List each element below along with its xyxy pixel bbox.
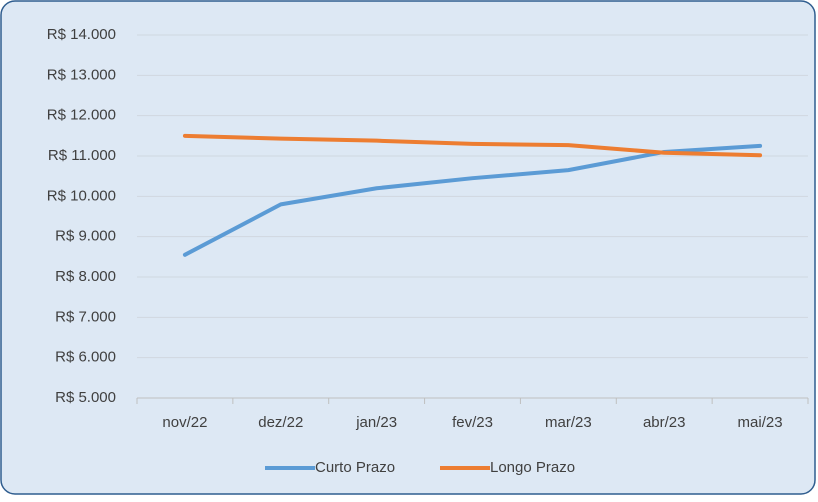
- x-tick-label: fev/23: [452, 414, 493, 431]
- y-tick-label: R$ 10.000: [47, 187, 116, 204]
- y-tick-label: R$ 14.000: [47, 26, 116, 43]
- y-tick-label: R$ 13.000: [47, 66, 116, 83]
- y-tick-label: R$ 8.000: [55, 268, 116, 285]
- x-tick-label: nov/22: [162, 414, 207, 431]
- legend-label: Curto Prazo: [315, 459, 395, 476]
- x-tick-label: dez/22: [258, 414, 303, 431]
- line-series: [182, 133, 763, 158]
- x-tick-label: mar/23: [545, 414, 592, 431]
- legend-label: Longo Prazo: [490, 459, 575, 476]
- y-tick-label: R$ 11.000: [48, 147, 116, 164]
- y-tick-label: R$ 6.000: [55, 349, 116, 366]
- x-tick-label: jan/23: [355, 414, 397, 431]
- y-tick-label: R$ 7.000: [55, 308, 116, 325]
- y-tick-label: R$ 5.000: [55, 389, 116, 406]
- x-tick-label: mai/23: [738, 414, 783, 431]
- y-tick-label: R$ 12.000: [47, 107, 116, 124]
- x-tick-label: abr/23: [643, 414, 686, 431]
- y-tick-label: R$ 9.000: [55, 228, 116, 245]
